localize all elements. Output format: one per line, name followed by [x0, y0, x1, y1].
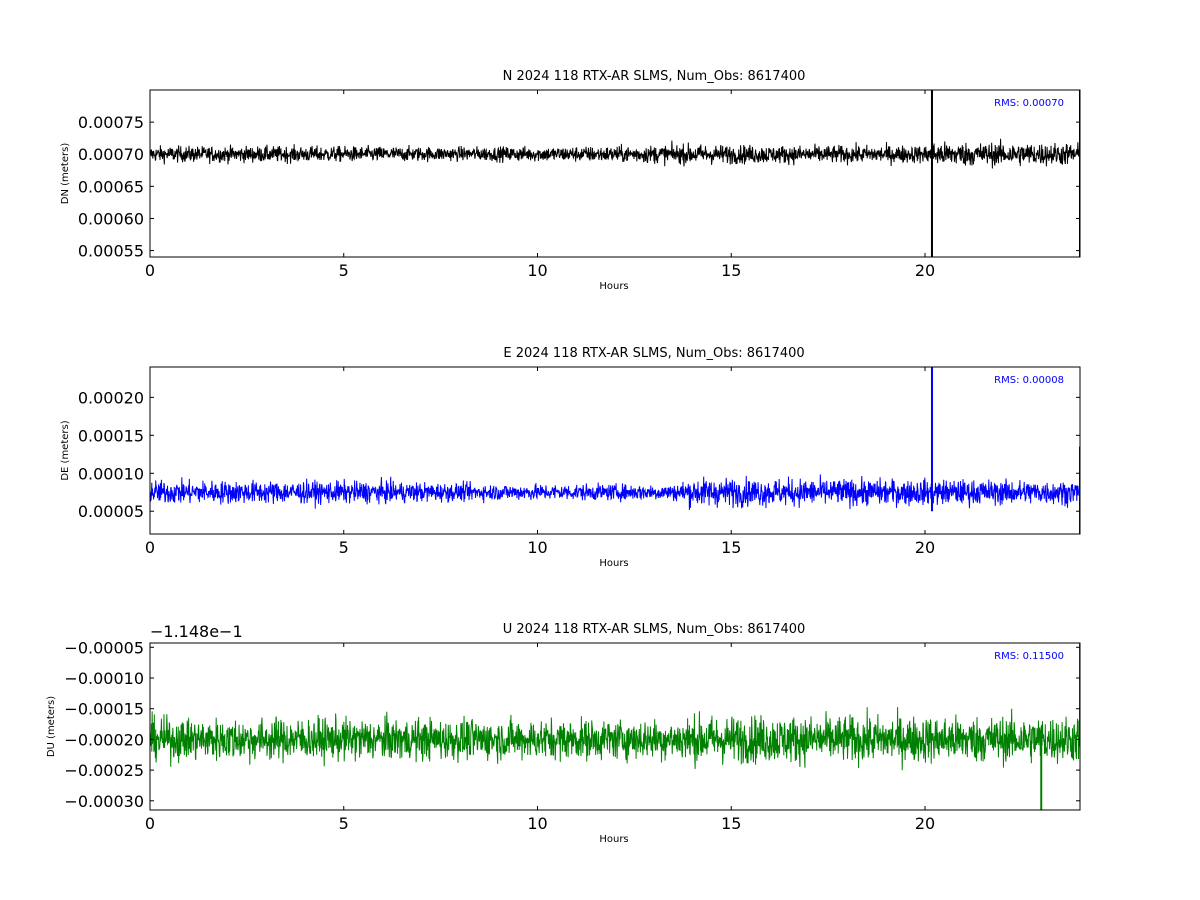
y-axis-label: DU (meters) [46, 696, 57, 757]
panel-2: 0 5 10 15 20 −0.00030 −0.00025 −0.00020 −0.00015… [46, 622, 1081, 845]
series-line [150, 474, 1080, 511]
x-tick-label: 0 [145, 261, 155, 280]
y-tick-label: −0.00020 [64, 730, 144, 749]
y-axis-label: DN (meters) [60, 143, 71, 205]
rms-annotation: RMS: 0.00008 [994, 375, 1064, 386]
x-tick-label: 20 [915, 814, 935, 833]
y-tick-label: 0.00005 [78, 502, 144, 521]
y-axis-label: DE (meters) [60, 420, 71, 480]
chart-title: N 2024 118 RTX-AR SLMS, Num_Obs: 8617400 [503, 69, 806, 84]
rms-annotation: RMS: 0.11500 [994, 651, 1064, 662]
x-tick-label: 10 [527, 814, 547, 833]
y-tick-label: 0.00065 [78, 177, 144, 196]
panel-0: 0 5 10 15 20 0.00055 0.00060 0.00065 0.00070 0.00… [60, 69, 1081, 292]
axes-frame [149, 366, 1081, 535]
x-tick-label: 0 [145, 814, 155, 833]
y-tick-label: −0.00025 [64, 761, 144, 780]
y-tick-label: 0.00010 [78, 464, 144, 483]
y-tick-label: −0.00015 [64, 700, 144, 719]
y-tick-label: 0.00055 [78, 242, 144, 261]
x-tick-label: 5 [339, 814, 349, 833]
y-offset-label: −1.148e−1 [150, 622, 243, 641]
axes-frame [149, 89, 1081, 258]
y-tick-label: 0.00060 [78, 209, 144, 228]
x-tick-label: 15 [721, 538, 741, 557]
x-tick-label: 0 [145, 538, 155, 557]
y-tick-label: −0.00030 [64, 792, 144, 811]
series-line [150, 707, 1080, 771]
panels: 0 5 10 15 20 0.00055 0.00060 0.00065 0.00070 0.00… [46, 69, 1081, 845]
y-tick-label: 0.00075 [78, 113, 144, 132]
y-tick-label: −0.00010 [64, 669, 144, 688]
series-line [150, 138, 1080, 169]
y-tick-label: 0.00070 [78, 145, 144, 164]
x-axis-label: Hours [599, 558, 628, 569]
x-tick-label: 20 [915, 538, 935, 557]
y-tick-label: 0.00015 [78, 426, 144, 445]
chart-title: E 2024 118 RTX-AR SLMS, Num_Obs: 8617400 [503, 346, 804, 361]
x-tick-label: 10 [527, 261, 547, 280]
x-tick-label: 5 [339, 261, 349, 280]
x-tick-label: 15 [721, 814, 741, 833]
x-tick-label: 15 [721, 261, 741, 280]
rms-annotation: RMS: 0.00070 [994, 98, 1064, 109]
y-tick-label: −0.00005 [64, 638, 144, 657]
x-axis-label: Hours [599, 281, 628, 292]
chart-title: U 2024 118 RTX-AR SLMS, Num_Obs: 8617400 [503, 622, 806, 637]
axes-frame [149, 642, 1081, 811]
x-tick-label: 10 [527, 538, 547, 557]
x-tick-label: 5 [339, 538, 349, 557]
x-axis-label: Hours [599, 834, 628, 845]
y-tick-label: 0.00020 [78, 388, 144, 407]
x-tick-label: 20 [915, 261, 935, 280]
panel-1: 0 5 10 15 20 0.00005 0.00010 0.00015 0.00020 E 20… [60, 346, 1081, 569]
